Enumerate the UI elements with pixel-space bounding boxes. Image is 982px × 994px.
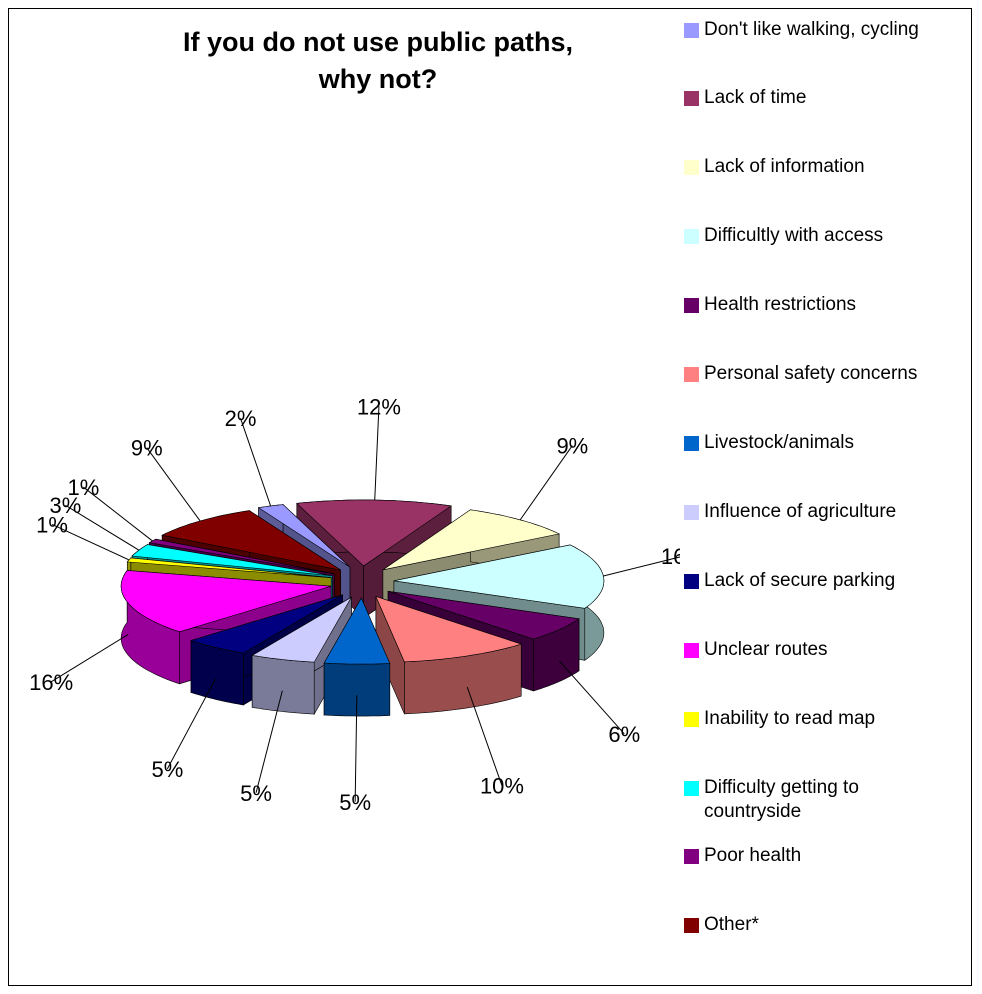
legend-item: Lack of information (680, 155, 972, 179)
legend-swatch (684, 23, 699, 38)
legend-label: Don't like walking, cycling (704, 19, 919, 40)
data-label: 1% (67, 475, 99, 500)
data-label: 2% (225, 406, 257, 431)
label-leader-line (354, 695, 358, 802)
legend-item: Poor health (680, 844, 972, 868)
legend-swatch (684, 160, 699, 175)
label-leader-line (466, 686, 503, 786)
legend-label: Lack of information (704, 156, 865, 177)
label-leader-line (374, 406, 380, 501)
legend-item: Other* (680, 913, 972, 937)
pie-slice-wall (251, 655, 315, 715)
legend-item: Difficulty getting to countryside (680, 776, 920, 824)
legend-swatch (684, 918, 699, 933)
legend-item: Lack of time (680, 86, 972, 110)
pie-chart: 12% 2% 9% 9% 1%3%1% 16% 16% 6% 5% 10% 5% 5% (29, 394, 680, 815)
pie-slice (120, 570, 332, 633)
pie-slice (189, 594, 343, 654)
legend-item: Livestock/animals (680, 431, 972, 455)
pie-slice (382, 509, 561, 571)
legend-label: Other* (704, 914, 759, 935)
data-label: 3% (49, 493, 81, 518)
legend-item: Don't like walking, cycling (680, 18, 972, 42)
legend-swatch (684, 712, 699, 727)
legend-label: Lack of secure parking (704, 570, 896, 591)
pie-slice (149, 538, 335, 575)
label-leader-line (240, 417, 272, 507)
legend-swatch (684, 574, 699, 589)
label-leader-line (166, 678, 217, 770)
legend-swatch (684, 436, 699, 451)
legend-label: Difficultly with access (704, 225, 884, 246)
data-label: 6% (608, 722, 640, 747)
label-leader-line (255, 690, 283, 793)
legend-label: Personal safety concerns (704, 363, 918, 384)
data-label: 16% (29, 670, 73, 695)
label-leader-line (558, 660, 625, 735)
legend-item: Difficultly with access (680, 224, 972, 248)
legend-item: Unclear routes (680, 638, 972, 662)
label-leader-line (50, 633, 129, 683)
label-leader-line (146, 447, 201, 522)
legend-swatch (684, 849, 699, 864)
legend-label: Health restrictions (704, 294, 857, 315)
chart-frame (8, 8, 972, 986)
legend-swatch (684, 298, 699, 313)
legend-item: Lack of secure parking (680, 569, 972, 593)
legend-swatch (684, 229, 699, 244)
data-label: 5% (240, 781, 272, 806)
legend-item: Personal safety concerns (680, 362, 972, 386)
data-label: 1% (36, 512, 68, 537)
legend-label: Difficulty getting to countryside (704, 777, 859, 822)
label-leader-line (603, 556, 680, 577)
pie-slice (161, 510, 341, 571)
legend-label: Livestock/animals (704, 432, 854, 453)
data-label: 16% (661, 544, 680, 569)
pie-slice (257, 504, 351, 568)
legend-item: Influence of agriculture (680, 500, 972, 524)
pie-slice (251, 596, 353, 663)
data-label: 5% (151, 757, 183, 782)
data-label: 5% (339, 790, 371, 815)
data-label: 9% (131, 436, 163, 461)
legend-swatch (684, 505, 699, 520)
legend-label: Influence of agriculture (704, 501, 897, 522)
legend-label: Poor health (704, 845, 802, 866)
legend-label: Unclear routes (704, 639, 828, 660)
label-leader-line (51, 523, 130, 561)
legend-label: Inability to read map (704, 708, 876, 729)
pie-slice (387, 591, 580, 640)
pie-slice (375, 595, 523, 663)
legend-swatch (684, 367, 699, 382)
label-leader-line (519, 445, 573, 521)
legend-swatch (684, 781, 699, 796)
legend-item: Health restrictions (680, 293, 972, 317)
legend-item: Inability to read map (680, 707, 972, 731)
legend-label: Lack of time (704, 87, 807, 108)
chart-title: If you do not use public paths, why not? (183, 27, 573, 94)
legend-swatch (684, 643, 699, 658)
data-label: 10% (480, 774, 524, 799)
label-leader-line (65, 504, 140, 551)
legend-swatch (684, 91, 699, 106)
data-label: 12% (357, 394, 401, 419)
data-label: 9% (556, 434, 588, 459)
label-leader-line (83, 486, 153, 542)
pie-slice (323, 597, 391, 665)
